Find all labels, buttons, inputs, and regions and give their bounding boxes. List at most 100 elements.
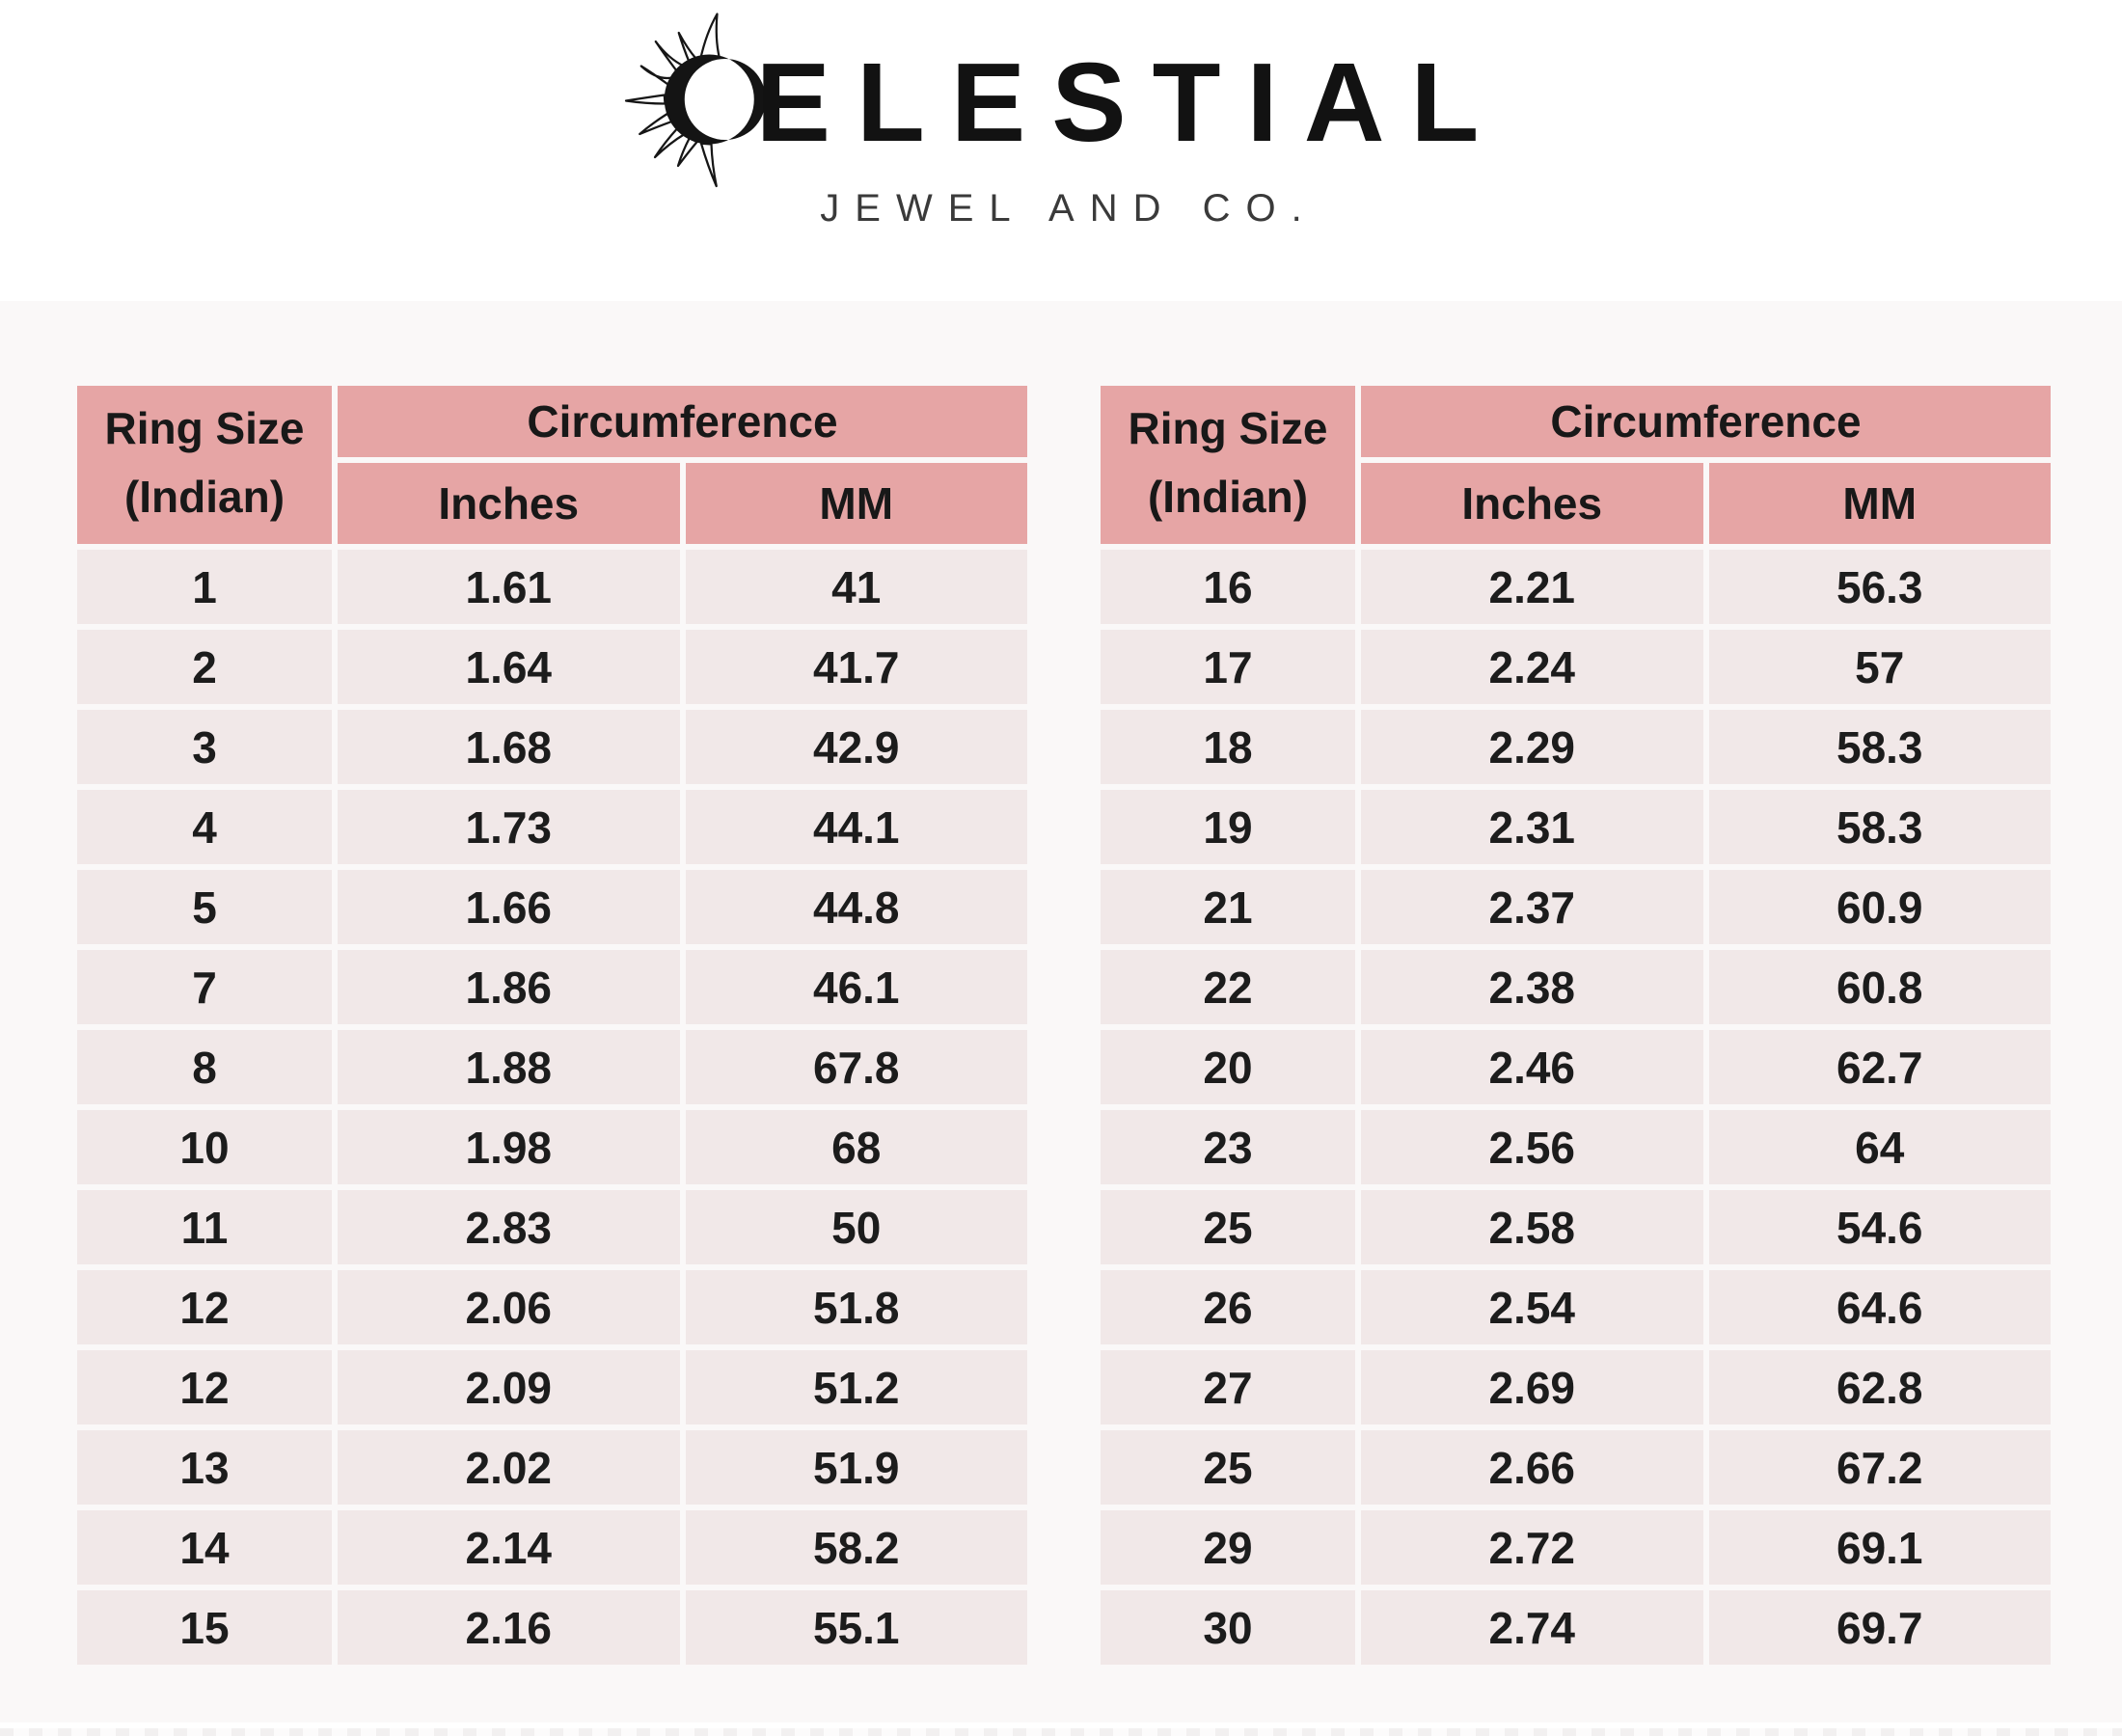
ring-size-cell: 26 bbox=[1101, 1270, 1355, 1344]
ring-size-header-line1: Ring Size bbox=[104, 402, 305, 453]
inches-cell: 2.74 bbox=[1361, 1590, 1703, 1665]
inches-cell: 1.73 bbox=[338, 790, 680, 864]
mm-cell: 44.8 bbox=[685, 870, 1027, 944]
mm-cell: 42.9 bbox=[685, 710, 1027, 784]
inches-cell: 2.29 bbox=[1361, 710, 1703, 784]
ring-size-cell: 30 bbox=[1101, 1590, 1355, 1665]
inches-cell: 2.02 bbox=[338, 1430, 680, 1505]
ring-size-cell: 18 bbox=[1101, 710, 1355, 784]
inches-cell: 2.56 bbox=[1361, 1110, 1703, 1184]
ring-size-cell: 25 bbox=[1101, 1190, 1355, 1264]
ring-size-cell: 15 bbox=[77, 1590, 332, 1665]
brand-name-text: ELESTIAL bbox=[755, 40, 1506, 165]
ring-size-header-line1: Ring Size bbox=[1128, 402, 1328, 453]
ring-size-cell: 5 bbox=[77, 870, 332, 944]
ring-size-cell: 11 bbox=[77, 1190, 332, 1264]
ring-size-cell: 10 bbox=[77, 1110, 332, 1184]
ring-size-cell: 27 bbox=[1101, 1350, 1355, 1424]
mm-cell: 67.2 bbox=[1708, 1430, 2051, 1505]
ring-size-cell: 1 bbox=[77, 550, 332, 624]
circumference-header: Circumference bbox=[338, 386, 1027, 457]
mm-cell: 60.8 bbox=[1708, 950, 2051, 1024]
inches-cell: 2.58 bbox=[1361, 1190, 1703, 1264]
ring-size-table-right: Ring Size (Indian) Circumference Inches … bbox=[1101, 386, 2051, 1665]
mm-cell: 69.7 bbox=[1708, 1590, 2051, 1665]
ring-size-cell: 4 bbox=[77, 790, 332, 864]
ring-size-cell: 21 bbox=[1101, 870, 1355, 944]
mm-cell: 54.6 bbox=[1708, 1190, 2051, 1264]
ring-size-header-line2: (Indian) bbox=[123, 471, 286, 522]
mm-cell: 51.8 bbox=[685, 1270, 1027, 1344]
ring-size-cell: 12 bbox=[77, 1350, 332, 1424]
inches-cell: 2.72 bbox=[1361, 1510, 1703, 1585]
brand-tagline: JEWEL AND CO. bbox=[820, 187, 1318, 230]
brand-wordmark: ELESTIAL bbox=[617, 13, 1506, 188]
inches-cell: 2.24 bbox=[1361, 630, 1703, 704]
ring-size-cell: 22 bbox=[1101, 950, 1355, 1024]
inches-cell: 2.06 bbox=[338, 1270, 680, 1344]
ring-size-cell: 12 bbox=[77, 1270, 332, 1344]
inches-cell: 1.88 bbox=[338, 1030, 680, 1104]
mm-cell: 46.1 bbox=[685, 950, 1027, 1024]
inches-cell: 2.09 bbox=[338, 1350, 680, 1424]
ring-size-table-left: Ring Size (Indian) Circumference Inches … bbox=[77, 386, 1027, 1665]
scan-artifact-strip bbox=[0, 1728, 2122, 1736]
ring-size-cell: 29 bbox=[1101, 1510, 1355, 1585]
mm-cell: 57 bbox=[1708, 630, 2051, 704]
inches-header: Inches bbox=[338, 463, 680, 544]
ring-size-cell: 7 bbox=[77, 950, 332, 1024]
brand-logo: ELESTIAL JEWEL AND CO. bbox=[0, 13, 2122, 231]
inches-cell: 1.66 bbox=[338, 870, 680, 944]
inches-cell: 1.68 bbox=[338, 710, 680, 784]
ring-size-cell: 17 bbox=[1101, 630, 1355, 704]
mm-cell: 41 bbox=[685, 550, 1027, 624]
ring-size-header-line2: (Indian) bbox=[1147, 471, 1309, 522]
mm-header: MM bbox=[1708, 463, 2051, 544]
inches-cell: 1.86 bbox=[338, 950, 680, 1024]
ring-size-cell: 2 bbox=[77, 630, 332, 704]
ring-size-cell: 8 bbox=[77, 1030, 332, 1104]
mm-cell: 68 bbox=[685, 1110, 1027, 1184]
size-chart: Ring Size (Indian) Circumference Inches … bbox=[77, 386, 2051, 1665]
ring-size-cell: 3 bbox=[77, 710, 332, 784]
inches-cell: 2.69 bbox=[1361, 1350, 1703, 1424]
inches-cell: 2.16 bbox=[338, 1590, 680, 1665]
inches-cell: 1.64 bbox=[338, 630, 680, 704]
inches-cell: 2.14 bbox=[338, 1510, 680, 1585]
ring-size-header: Ring Size (Indian) bbox=[77, 386, 332, 544]
mm-cell: 67.8 bbox=[685, 1030, 1027, 1104]
mm-cell: 51.2 bbox=[685, 1350, 1027, 1424]
inches-cell: 2.83 bbox=[338, 1190, 680, 1264]
mm-cell: 64.6 bbox=[1708, 1270, 2051, 1344]
mm-cell: 55.1 bbox=[685, 1590, 1027, 1665]
inches-cell: 2.31 bbox=[1361, 790, 1703, 864]
inches-cell: 2.46 bbox=[1361, 1030, 1703, 1104]
mm-cell: 58.3 bbox=[1708, 790, 2051, 864]
ring-size-cell: 20 bbox=[1101, 1030, 1355, 1104]
mm-cell: 58.2 bbox=[685, 1510, 1027, 1585]
sun-crescent-icon bbox=[624, 13, 766, 188]
inches-cell: 2.21 bbox=[1361, 550, 1703, 624]
inches-cell: 1.98 bbox=[338, 1110, 680, 1184]
inches-cell: 2.54 bbox=[1361, 1270, 1703, 1344]
ring-size-cell: 23 bbox=[1101, 1110, 1355, 1184]
mm-cell: 44.1 bbox=[685, 790, 1027, 864]
inches-cell: 2.37 bbox=[1361, 870, 1703, 944]
inches-cell: 2.66 bbox=[1361, 1430, 1703, 1505]
mm-cell: 51.9 bbox=[685, 1430, 1027, 1505]
mm-cell: 58.3 bbox=[1708, 710, 2051, 784]
mm-cell: 64 bbox=[1708, 1110, 2051, 1184]
ring-size-cell: 13 bbox=[77, 1430, 332, 1505]
mm-cell: 41.7 bbox=[685, 630, 1027, 704]
ring-size-cell: 14 bbox=[77, 1510, 332, 1585]
ring-size-cell: 25 bbox=[1101, 1430, 1355, 1505]
mm-cell: 62.8 bbox=[1708, 1350, 2051, 1424]
inches-header: Inches bbox=[1361, 463, 1703, 544]
mm-header: MM bbox=[685, 463, 1027, 544]
ring-size-header: Ring Size (Indian) bbox=[1101, 386, 1355, 544]
mm-cell: 56.3 bbox=[1708, 550, 2051, 624]
ring-size-cell: 19 bbox=[1101, 790, 1355, 864]
circumference-header: Circumference bbox=[1361, 386, 2051, 457]
inches-cell: 2.38 bbox=[1361, 950, 1703, 1024]
mm-cell: 50 bbox=[685, 1190, 1027, 1264]
